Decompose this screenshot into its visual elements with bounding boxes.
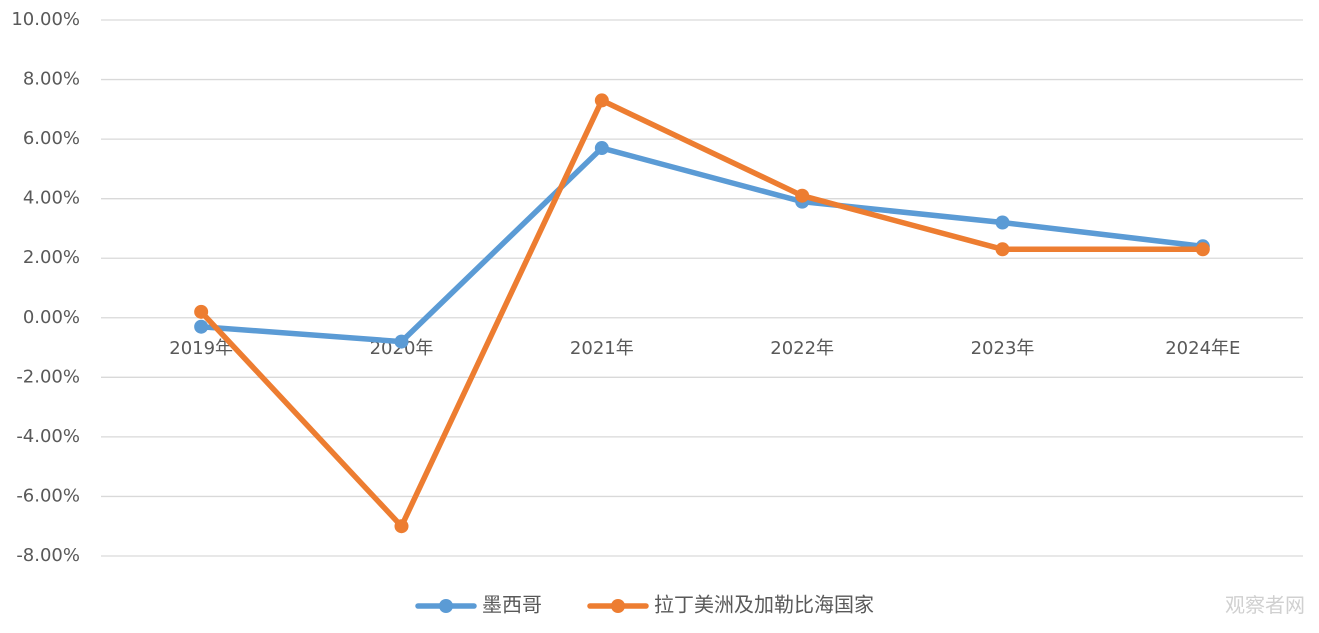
y-tick-label: 8.00%	[23, 69, 80, 90]
data-point	[995, 215, 1010, 230]
data-point	[394, 334, 409, 349]
series-line-1	[198, 145, 1206, 345]
grid	[101, 19, 1303, 557]
y-tick-label: 2.00%	[23, 247, 80, 268]
data-point	[194, 319, 209, 334]
y-tick-label: 10.00%	[11, 9, 80, 30]
data-point	[795, 188, 810, 203]
data-point	[1195, 242, 1210, 257]
x-tick-label: 2024年E	[1165, 338, 1240, 359]
y-tick-label: -6.00%	[16, 485, 80, 506]
x-axis-ticks: 2019年2020年2021年2022年2023年2024年E	[169, 338, 1240, 359]
data-point	[995, 242, 1010, 257]
legend-swatch-marker	[611, 599, 625, 613]
y-tick-label: 6.00%	[23, 128, 80, 149]
x-tick-label: 2019年	[169, 338, 233, 359]
legend-label: 墨西哥	[482, 593, 542, 617]
y-tick-label: -2.00%	[16, 366, 80, 387]
x-tick-label: 2023年	[971, 338, 1035, 359]
x-tick-label: 2021年	[570, 338, 634, 359]
x-tick-label: 2022年	[770, 338, 834, 359]
data-point	[194, 304, 209, 319]
legend-label: 拉丁美洲及加勒比海国家	[654, 593, 874, 617]
legend-swatch-marker	[439, 599, 453, 613]
y-tick-label: 0.00%	[23, 307, 80, 328]
data-point	[594, 141, 609, 156]
y-tick-label: 4.00%	[23, 188, 80, 209]
y-tick-label: -8.00%	[16, 545, 80, 566]
y-tick-label: -4.00%	[16, 426, 80, 447]
data-point	[594, 93, 609, 108]
watermark-text: 观察者网	[1225, 593, 1305, 617]
data-point	[394, 519, 409, 534]
y-axis-ticks: 10.00% 8.00% 6.00% 4.00% 2.00% 0.00% -2.00% -4.…	[11, 9, 80, 566]
legend: 墨西哥 拉丁美洲及加勒比海国家	[415, 593, 874, 617]
series-line-2	[198, 97, 1206, 529]
series-layer	[194, 93, 1210, 534]
